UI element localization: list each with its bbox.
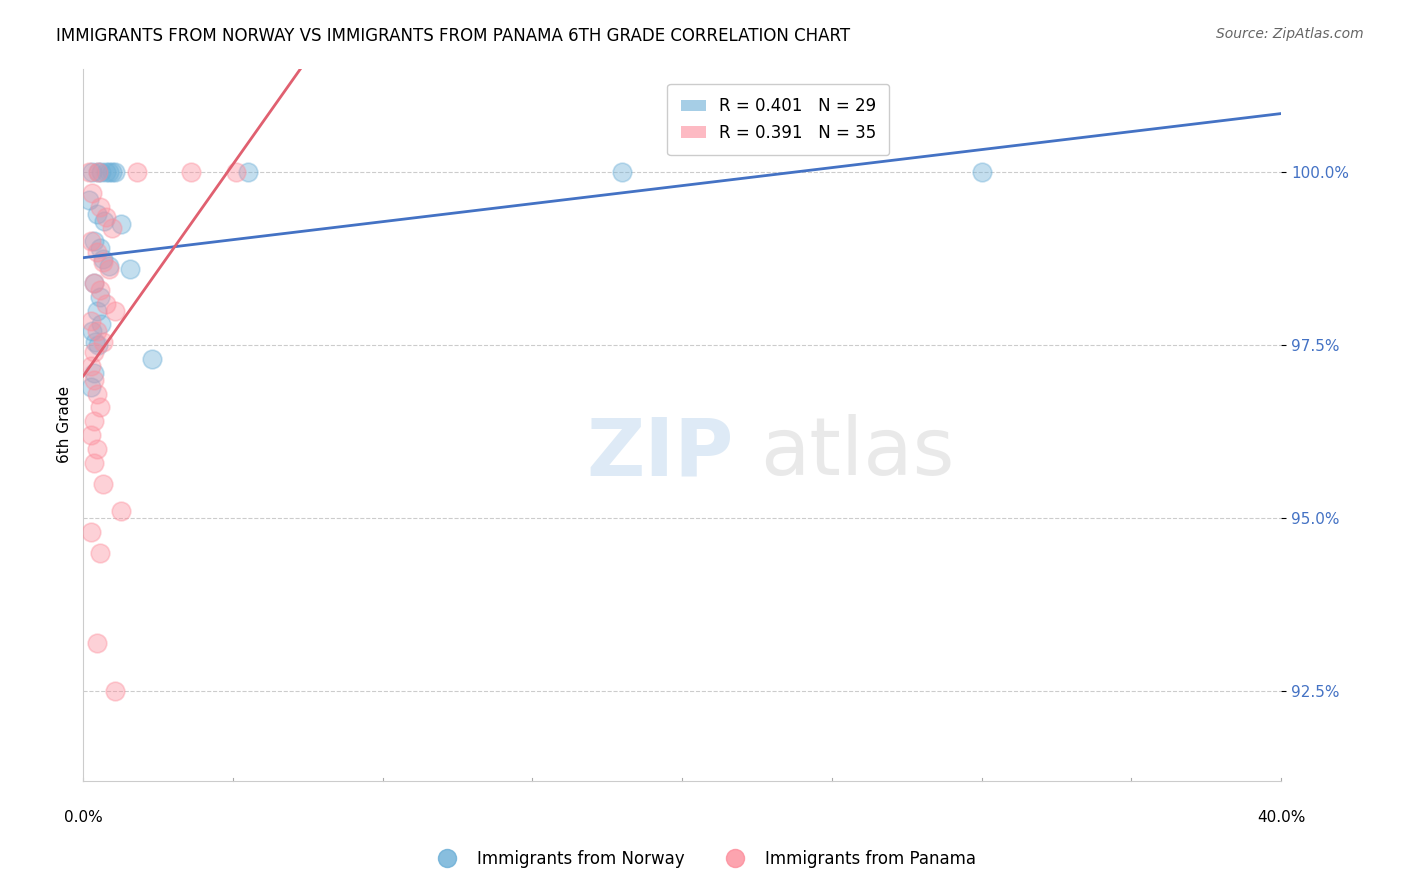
Text: ZIP: ZIP (586, 414, 734, 492)
Point (87, 165, 110, 179)
Point (82, 186, 104, 200)
Point (82, 165, 104, 179)
Point (86, 325, 108, 339)
Point (180, 165, 202, 179)
Point (118, 262, 141, 277)
Point (86, 207, 108, 221)
Legend: R = 0.401   N = 29, R = 0.391   N = 35: R = 0.401 N = 29, R = 0.391 N = 35 (668, 84, 890, 155)
Point (104, 303, 127, 318)
Point (82, 325, 104, 339)
Point (127, 165, 149, 179)
Point (970, 165, 993, 179)
Point (89, 290, 111, 304)
Text: 40.0%: 40.0% (1257, 810, 1305, 824)
Text: IMMIGRANTS FROM NORWAY VS IMMIGRANTS FROM PANAMA 6TH GRADE CORRELATION CHART: IMMIGRANTS FROM NORWAY VS IMMIGRANTS FRO… (56, 27, 851, 45)
Point (83, 235, 105, 249)
Point (104, 684, 127, 698)
Point (110, 504, 132, 518)
Point (91, 334, 114, 349)
Point (91, 252, 114, 266)
Point (89, 200, 111, 214)
Point (83, 276, 105, 290)
Point (84, 334, 107, 349)
Point (90, 165, 112, 179)
Point (80, 235, 103, 249)
Point (612, 165, 634, 179)
Point (86, 386, 108, 401)
Point (91, 255, 114, 269)
Point (141, 352, 163, 367)
Point (91, 476, 114, 491)
Point (97, 259, 120, 273)
Point (89, 283, 111, 297)
Point (87, 338, 110, 352)
Point (77, 165, 100, 179)
Point (83, 414, 105, 428)
Point (100, 165, 122, 179)
Point (87, 165, 110, 179)
Text: atlas: atlas (761, 414, 955, 492)
Point (83, 373, 105, 387)
Y-axis label: 6th Grade: 6th Grade (58, 386, 72, 463)
Point (80, 428, 103, 442)
Point (86, 244, 108, 259)
Point (80, 380, 103, 394)
Point (83, 276, 105, 290)
Point (93, 213, 115, 227)
Point (83, 345, 105, 359)
Point (100, 220, 122, 235)
Point (94, 211, 117, 225)
Point (83, 366, 105, 380)
Point (236, 165, 259, 179)
Point (80, 314, 103, 328)
Point (86, 635, 108, 649)
Point (89, 241, 111, 255)
Text: 0.0%: 0.0% (63, 810, 103, 824)
Point (77, 193, 100, 207)
Point (110, 217, 132, 231)
Point (86, 442, 108, 456)
Point (89, 401, 111, 415)
Point (90, 318, 112, 332)
Point (80, 524, 103, 539)
Point (94, 296, 117, 310)
Point (86, 303, 108, 318)
Text: Source: ZipAtlas.com: Source: ZipAtlas.com (1216, 27, 1364, 41)
Point (97, 165, 120, 179)
Point (80, 359, 103, 373)
Legend: Immigrants from Norway, Immigrants from Panama: Immigrants from Norway, Immigrants from … (423, 844, 983, 875)
Point (104, 165, 127, 179)
Point (83, 456, 105, 470)
Point (94, 165, 117, 179)
Point (97, 262, 120, 277)
Point (225, 165, 247, 179)
Point (89, 546, 111, 560)
